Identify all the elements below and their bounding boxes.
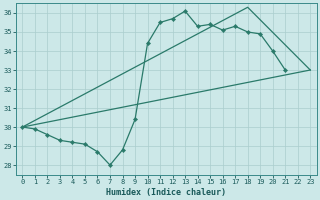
X-axis label: Humidex (Indice chaleur): Humidex (Indice chaleur): [106, 188, 226, 197]
